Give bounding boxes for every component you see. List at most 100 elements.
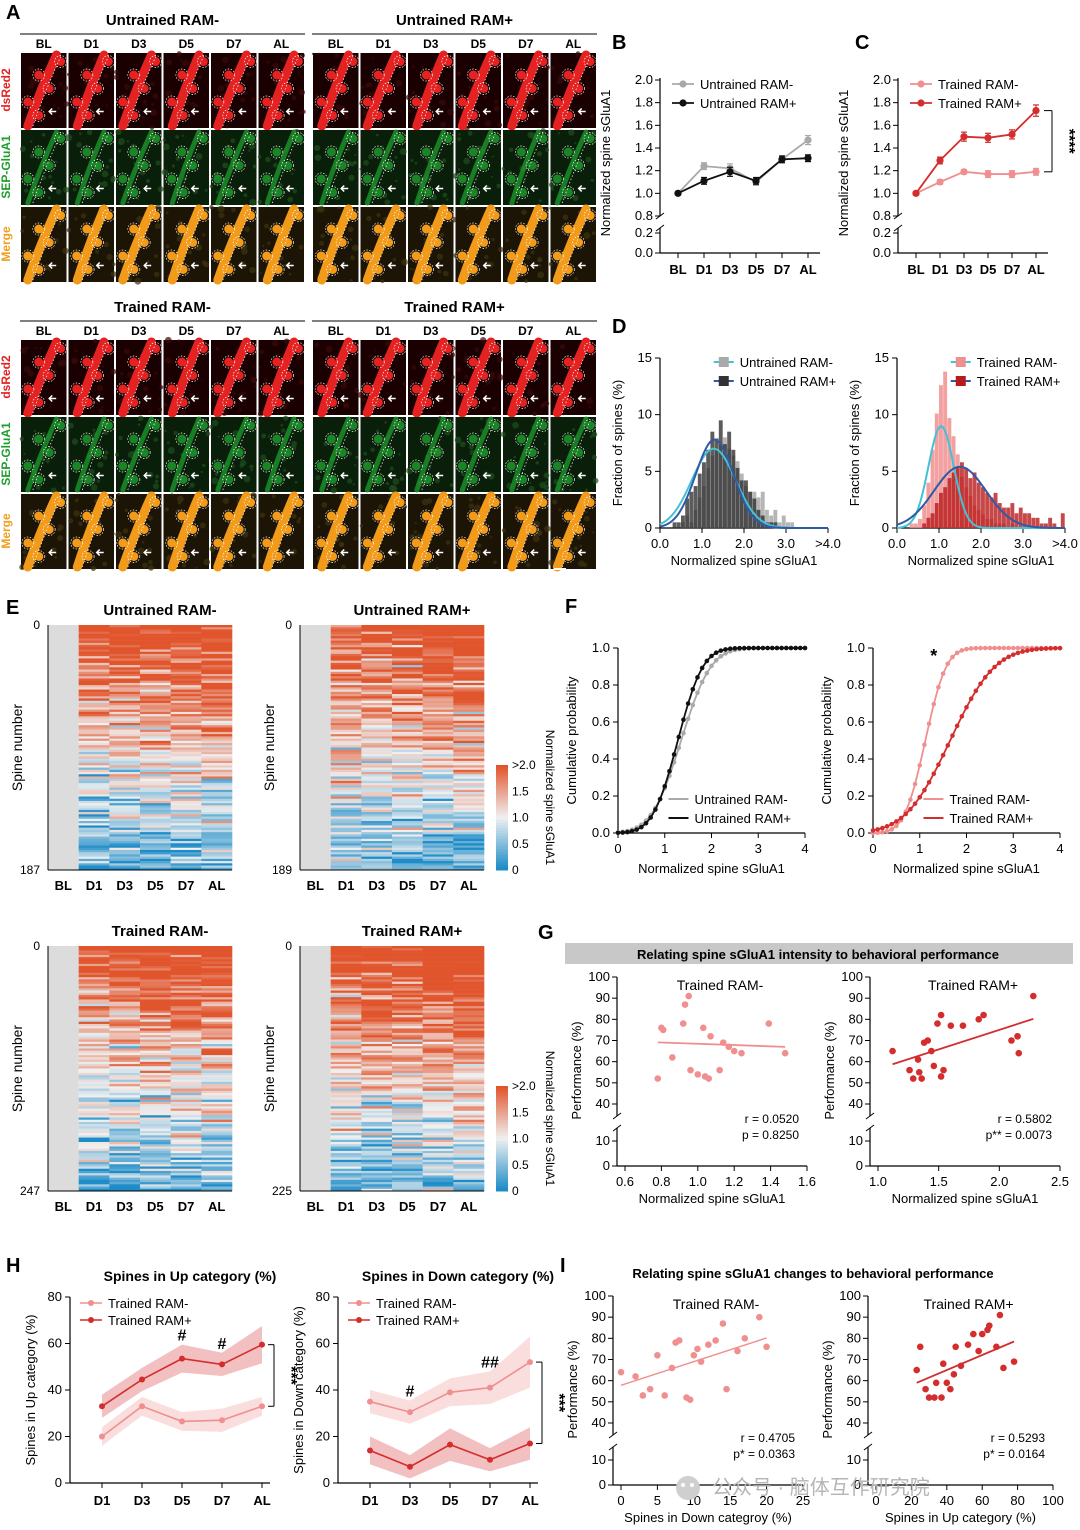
heatmap-cell [170, 694, 202, 697]
heatmap-cell [330, 745, 362, 748]
heatmap-cell [392, 1032, 423, 1036]
heatmap-cell [392, 1110, 423, 1114]
spine-head [373, 474, 383, 484]
heatmap-cell [109, 812, 141, 815]
micro-speckle [103, 241, 109, 248]
heatmap-cell [109, 709, 141, 713]
heatmap-cell [109, 760, 141, 764]
heatmap-cell [422, 1128, 454, 1132]
heatmap-cell [201, 1010, 233, 1014]
cdf-point [798, 645, 803, 651]
heatmap-cell [392, 845, 423, 849]
heatmap-cell [361, 1044, 393, 1047]
spine-head [384, 371, 394, 380]
heatmap-cell [453, 636, 485, 639]
heatmap-cell [453, 676, 485, 679]
heatmap-cell [453, 1166, 485, 1170]
cdf-point [880, 825, 885, 831]
heatmap-cell [330, 671, 362, 675]
heatmap-cell [453, 1061, 485, 1065]
spine-head [552, 461, 562, 471]
cdf-point [978, 681, 983, 687]
heatmap-cell [361, 1008, 393, 1011]
heatmap-cell [361, 961, 393, 965]
heatmap-cell [201, 959, 233, 962]
heatmap-cell [140, 647, 171, 650]
heatmap-cell [109, 1061, 141, 1065]
spine-head [224, 110, 234, 120]
arrow-icon [435, 107, 444, 116]
spine-head [373, 264, 383, 274]
heatmap-cell [140, 977, 171, 980]
micro-speckle [248, 149, 251, 152]
heatmap-cell [330, 1184, 362, 1187]
heatmap-cell [201, 682, 233, 686]
micro-speckle [537, 271, 545, 279]
micro-speckle [414, 521, 417, 525]
micro-speckle [572, 195, 579, 202]
dendrite-outline [127, 495, 157, 568]
heatmap-cell [361, 678, 393, 681]
heatmap-cell [453, 774, 485, 777]
micro-speckle [351, 244, 359, 251]
heatmap-cell [422, 1139, 454, 1143]
heatmap-cell [361, 1088, 393, 1092]
heatmap-cell [392, 1155, 423, 1158]
micro-speckle [436, 253, 444, 260]
spine-head [56, 57, 66, 67]
micro-speckle [54, 555, 58, 559]
spine-outline [175, 509, 189, 523]
heatmap-cell [140, 827, 171, 831]
heatmap-cell [330, 780, 362, 784]
heatmap-cell [330, 858, 362, 862]
heatmap-cell [392, 972, 423, 976]
heatmap-cell [201, 1117, 233, 1121]
heatmap-cell [109, 854, 141, 857]
heatmap-cell [361, 651, 393, 655]
heatmap-cell [201, 780, 233, 784]
heatmap-cell [392, 747, 423, 751]
spine-head [384, 84, 394, 93]
heatmap-cell [78, 1106, 110, 1109]
spine-outline [21, 95, 35, 109]
spine-head [421, 70, 431, 80]
dendrite-shaft [72, 50, 109, 131]
heatmap-cell [453, 803, 485, 806]
heatmap-cell [140, 765, 171, 768]
heatmap-cell [422, 798, 454, 802]
cdf-point [765, 645, 770, 651]
heatmap-cell [201, 992, 233, 996]
heatmap-cell [392, 852, 423, 855]
heatmap-cell [361, 847, 393, 851]
heatmap-cell [453, 763, 485, 766]
heatmap-cell [361, 1061, 393, 1065]
micro-speckle [214, 472, 219, 476]
micro-speckle [549, 181, 556, 188]
dendrite-outline [561, 418, 592, 491]
heatmap-cell [361, 638, 393, 641]
heatmap-cell [140, 736, 171, 739]
line-chart-B: 0.81.01.21.41.61.82.00.20.0BL D1 D3 D5 D7 ALN… [598, 72, 820, 277]
spine-head [246, 134, 256, 144]
micro-speckle [117, 492, 121, 496]
heatmap-cell [170, 972, 202, 976]
micro-speckle [298, 516, 302, 521]
heatmap-cell [453, 756, 485, 759]
heatmap-cell [361, 807, 393, 811]
heatmap-cell [140, 740, 171, 744]
heatmap-cell [453, 1175, 485, 1178]
spine-head [129, 551, 139, 561]
heatmap-cell [453, 633, 485, 637]
heatmap-cell [140, 1072, 171, 1076]
micro-speckle [267, 241, 271, 245]
heatmap-cell [170, 716, 202, 719]
heatmap-cell [109, 1135, 141, 1138]
heatmap-cell [78, 783, 110, 786]
spine-head [538, 134, 548, 144]
micro-speckle [157, 397, 160, 400]
heatmap-cell [453, 1012, 485, 1016]
cdf-point [751, 645, 756, 651]
heatmap-cell [170, 977, 202, 980]
spine-head [421, 357, 431, 367]
cdf-point [917, 763, 923, 768]
